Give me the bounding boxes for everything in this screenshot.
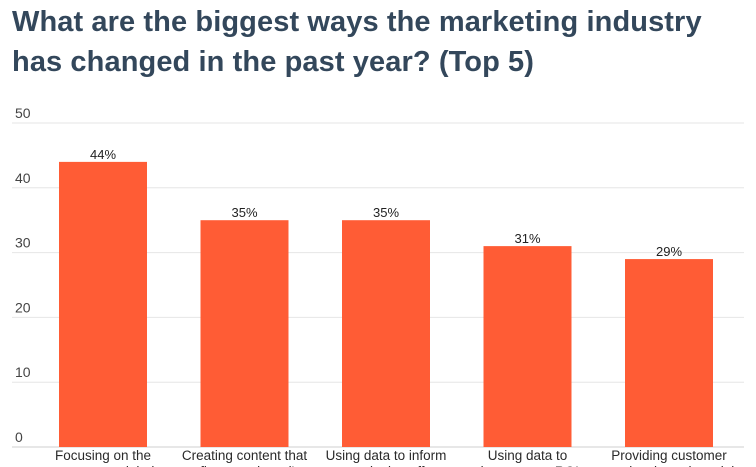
- y-tick-label-40: 40: [15, 170, 31, 186]
- data-labels: 44% 35% 35% 31% 29%: [90, 147, 682, 259]
- data-label-3: 35%: [373, 205, 399, 220]
- bars: [59, 161, 713, 447]
- y-tick-label-10: 10: [15, 364, 31, 380]
- category-label-1: Focusing on thecustomer and their: [47, 448, 159, 467]
- data-label-2: 35%: [231, 205, 257, 220]
- data-label-1: 44%: [90, 147, 116, 162]
- y-tick-label-0: 0: [15, 429, 23, 445]
- category-label-1-line-1: Focusing on the: [55, 448, 151, 463]
- category-label-4: Using data todemonstrate ROI: [476, 448, 579, 467]
- category-label-3-line-1: Using data to inform: [326, 448, 447, 463]
- bar-3: [342, 220, 430, 447]
- x-axis-categories: Focusing on thecustomer and their Creatin…: [47, 448, 734, 467]
- category-label-2-line-2: reflects my brand's: [188, 464, 301, 467]
- chart-title: What are the biggest ways the marketing …: [12, 2, 747, 82]
- category-label-5-line-1: Providing customer: [611, 448, 727, 463]
- y-tick-label-30: 30: [15, 235, 31, 251]
- bar-2: [200, 220, 289, 447]
- y-axis-ticks: 0 10 20 30 40 50: [15, 105, 31, 445]
- data-label-4: 31%: [514, 231, 540, 246]
- data-label-5: 29%: [656, 244, 682, 259]
- category-label-5: Providing customerservice through social: [604, 448, 735, 467]
- bar-4: [483, 246, 572, 447]
- y-tick-label-50: 50: [15, 105, 31, 121]
- category-label-4-line-2: demonstrate ROI: [476, 464, 579, 467]
- chart-title-line-2: has changed in the past year? (Top 5): [12, 46, 535, 78]
- category-label-2: Creating content thatreflects my brand's: [182, 448, 308, 467]
- category-label-2-line-1: Creating content that: [182, 448, 308, 463]
- category-label-3: Using data to informmy marketing efforts: [325, 448, 447, 467]
- bar-1: [59, 161, 147, 447]
- bar-5: [625, 259, 713, 447]
- category-label-5-line-2: service through social: [604, 464, 735, 467]
- category-label-4-line-1: Using data to: [488, 448, 568, 463]
- category-label-3-line-2: my marketing efforts: [325, 464, 447, 467]
- y-tick-label-20: 20: [15, 299, 31, 315]
- category-label-1-line-2: customer and their: [47, 464, 159, 467]
- chart-title-line-1: What are the biggest ways the marketing …: [12, 6, 702, 38]
